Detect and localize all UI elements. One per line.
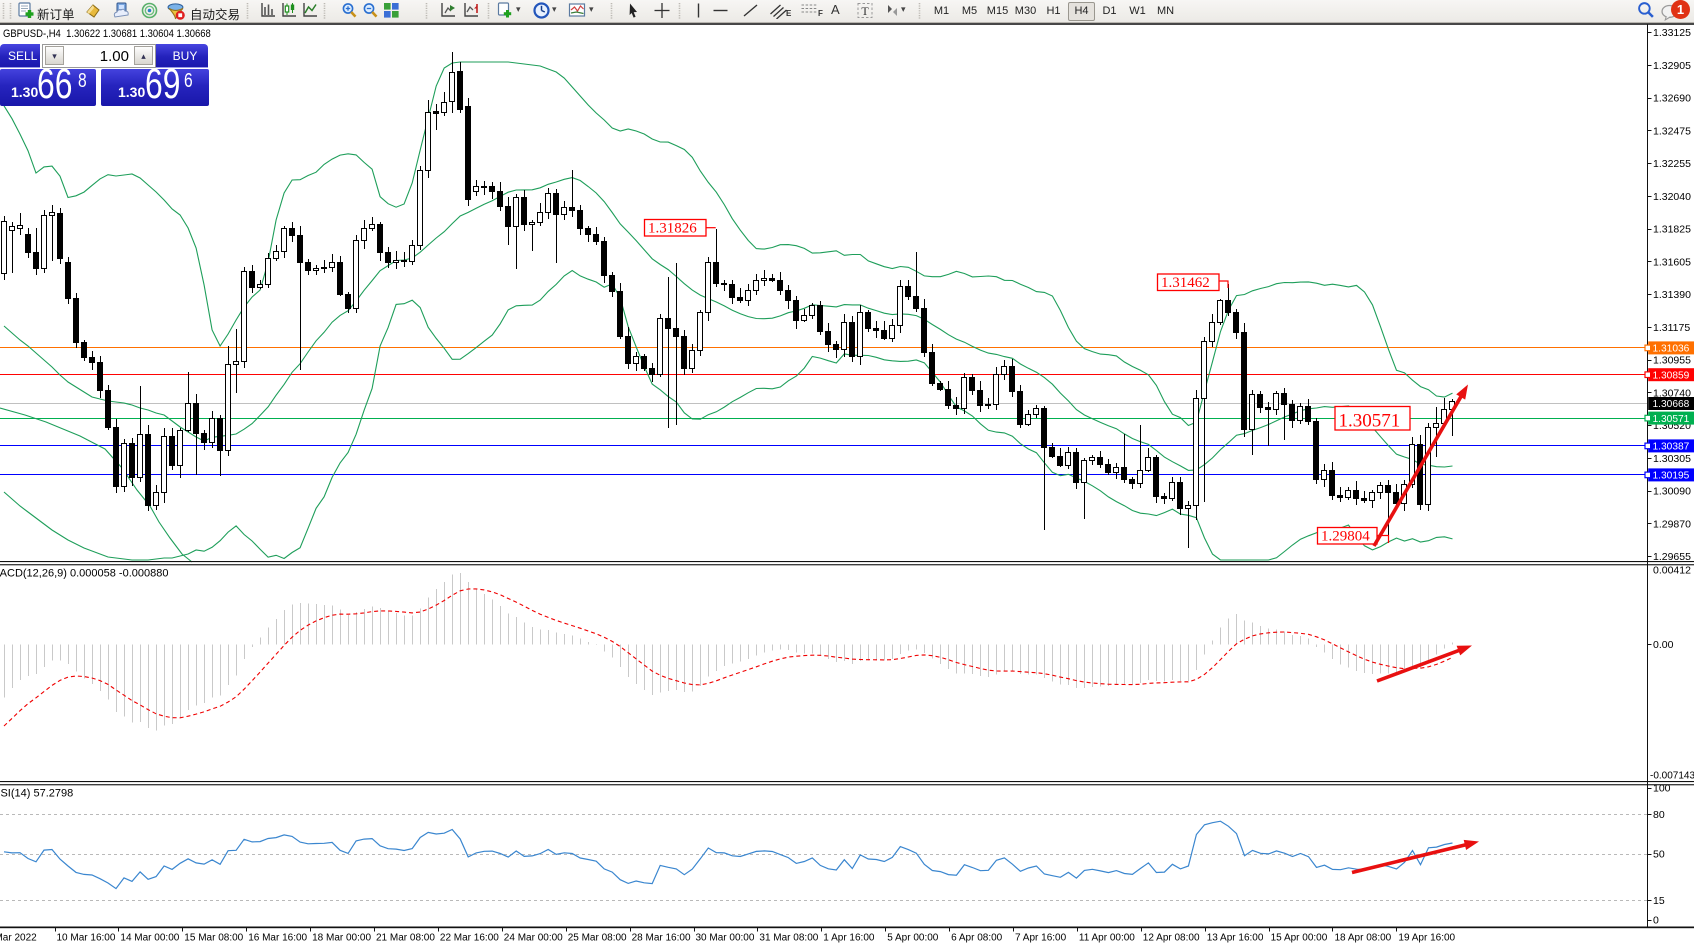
svg-text:24 Mar 00:00: 24 Mar 00:00 xyxy=(504,933,563,944)
svg-text:7 Apr 16:00: 7 Apr 16:00 xyxy=(1015,933,1067,944)
svg-text:1.31825: 1.31825 xyxy=(1653,224,1691,236)
svg-text:25 Mar 08:00: 25 Mar 08:00 xyxy=(568,933,627,944)
svg-text:T: T xyxy=(861,4,869,18)
svg-text:-0.007143: -0.007143 xyxy=(1650,771,1694,782)
svg-text:50: 50 xyxy=(1653,849,1665,861)
svg-text:11 Apr 00:00: 11 Apr 00:00 xyxy=(1079,933,1135,944)
svg-text:30 Mar 00:00: 30 Mar 00:00 xyxy=(696,933,755,944)
svg-text:1.30740: 1.30740 xyxy=(1653,387,1691,399)
svg-text:6 Apr 08:00: 6 Apr 08:00 xyxy=(951,933,1003,944)
svg-text:21 Mar 08:00: 21 Mar 08:00 xyxy=(376,933,435,944)
svg-text:1.30955: 1.30955 xyxy=(1653,355,1691,367)
svg-text:12 Apr 08:00: 12 Apr 08:00 xyxy=(1143,933,1200,944)
svg-text:1.31036: 1.31036 xyxy=(1653,344,1690,355)
svg-text:1.31605: 1.31605 xyxy=(1653,256,1691,268)
svg-text:RSI(14) 57.2798: RSI(14) 57.2798 xyxy=(0,788,73,800)
svg-text:1.30090: 1.30090 xyxy=(1653,486,1691,498)
svg-text:1.32475: 1.32475 xyxy=(1653,125,1691,137)
svg-text:28 Mar 16:00: 28 Mar 16:00 xyxy=(632,933,691,944)
svg-text:15 Mar 08:00: 15 Mar 08:00 xyxy=(184,933,243,944)
svg-text:1.30668: 1.30668 xyxy=(1653,399,1690,410)
svg-text:80: 80 xyxy=(1653,809,1665,821)
svg-text:1.33125: 1.33125 xyxy=(1653,27,1691,39)
svg-text:15: 15 xyxy=(1653,895,1665,907)
svg-text:1.30571: 1.30571 xyxy=(1339,411,1401,432)
svg-text:1.30195: 1.30195 xyxy=(1653,471,1690,482)
svg-text:1.32255: 1.32255 xyxy=(1653,158,1691,170)
svg-text:18 Apr 08:00: 18 Apr 08:00 xyxy=(1335,933,1392,944)
svg-text:1.31390: 1.31390 xyxy=(1653,289,1691,301)
svg-text:1.30387: 1.30387 xyxy=(1653,442,1690,453)
svg-text:0: 0 xyxy=(1653,915,1659,927)
svg-text:1.29804: 1.29804 xyxy=(1321,529,1370,545)
svg-text:13 Apr 16:00: 13 Apr 16:00 xyxy=(1207,933,1264,944)
svg-text:0.00: 0.00 xyxy=(1653,639,1674,651)
svg-text:1.29870: 1.29870 xyxy=(1653,518,1691,530)
svg-text:MACD(12,26,9) 0.000058 -0.0008: MACD(12,26,9) 0.000058 -0.000880 xyxy=(0,568,168,580)
svg-text:5 Apr 00:00: 5 Apr 00:00 xyxy=(887,933,939,944)
svg-text:22 Mar 16:00: 22 Mar 16:00 xyxy=(440,933,499,944)
svg-text:1.31462: 1.31462 xyxy=(1161,275,1210,291)
svg-text:1.31175: 1.31175 xyxy=(1653,322,1690,334)
svg-text:14 Mar 00:00: 14 Mar 00:00 xyxy=(120,933,179,944)
svg-text:0.00412: 0.00412 xyxy=(1653,565,1691,577)
svg-text:1.30571: 1.30571 xyxy=(1653,414,1690,425)
svg-text:18 Mar 00:00: 18 Mar 00:00 xyxy=(312,933,371,944)
svg-text:1.30859: 1.30859 xyxy=(1653,370,1690,381)
svg-text:100: 100 xyxy=(1653,783,1671,795)
svg-text:1 Apr 16:00: 1 Apr 16:00 xyxy=(823,933,875,944)
svg-text:31 Mar 08:00: 31 Mar 08:00 xyxy=(759,933,818,944)
svg-text:1.32905: 1.32905 xyxy=(1653,60,1691,72)
svg-text:1.30305: 1.30305 xyxy=(1653,453,1691,465)
svg-text:15 Apr 00:00: 15 Apr 00:00 xyxy=(1271,933,1328,944)
svg-text:9 Mar 2022: 9 Mar 2022 xyxy=(0,933,37,944)
svg-text:1.29655: 1.29655 xyxy=(1653,551,1691,563)
svg-text:1.32040: 1.32040 xyxy=(1653,191,1691,203)
svg-text:1.32690: 1.32690 xyxy=(1653,93,1691,105)
svg-text:16 Mar 16:00: 16 Mar 16:00 xyxy=(248,933,307,944)
svg-text:19 Apr 16:00: 19 Apr 16:00 xyxy=(1398,933,1455,944)
svg-text:1.31826: 1.31826 xyxy=(648,221,697,237)
svg-text:10 Mar 16:00: 10 Mar 16:00 xyxy=(57,933,116,944)
